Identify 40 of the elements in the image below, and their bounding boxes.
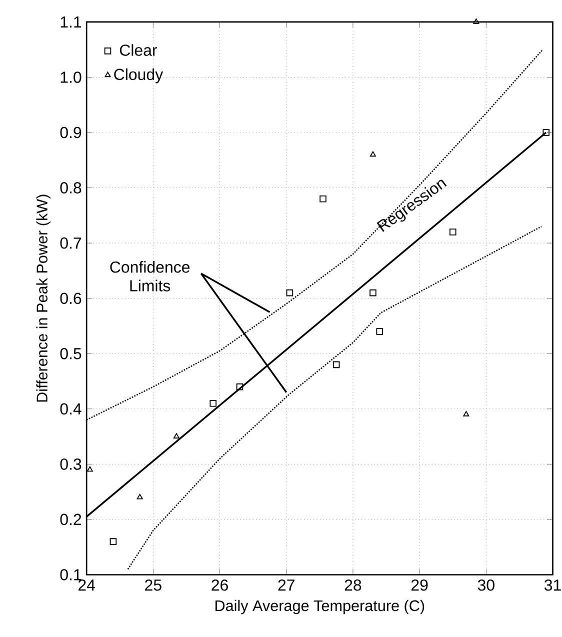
point (86, 466, 93, 472)
y-tick-label: 0.4 (60, 403, 82, 415)
legend-label: Cloudy (114, 68, 163, 84)
x-tick-label: 27 (278, 579, 294, 591)
y-tick-label: 1.1 (60, 16, 81, 28)
annotation: Confidence Limits (110, 261, 190, 292)
point (369, 289, 376, 296)
point (286, 289, 293, 296)
y-axis-title: Difference in Peak Power (kW) (36, 194, 50, 402)
y-tick-label: 1.0 (60, 72, 82, 83)
point (332, 361, 340, 368)
x-tick-label: 24 (78, 579, 95, 591)
x-tick-label: 30 (478, 579, 494, 591)
point (136, 494, 143, 500)
y-tick-label: 0.5 (60, 348, 81, 360)
x-tick-label: 31 (544, 579, 561, 591)
y-tick-label: 0.6 (60, 292, 81, 304)
x-tick-label: 29 (411, 579, 428, 591)
point (173, 433, 180, 438)
point (542, 129, 550, 136)
y-tick-label: 0.9 (60, 126, 81, 138)
y-tick-label: 0.1 (60, 569, 81, 580)
point (210, 400, 216, 407)
y-tick-label: 0.8 (60, 182, 81, 194)
point (110, 538, 116, 545)
point (236, 383, 243, 390)
y-tick-label: 0.2 (60, 514, 81, 526)
point (462, 411, 469, 416)
x-tick-label: 25 (144, 579, 162, 591)
y-tick-label: 0.3 (60, 458, 81, 470)
x-tick-label: 28 (344, 579, 361, 591)
legend-label: Clear (120, 44, 157, 56)
y-tick-label: 0.7 (60, 237, 81, 249)
point (319, 195, 326, 202)
point (370, 151, 376, 157)
x-axis-title: Daily Average Temperature (C) (215, 600, 424, 614)
point (449, 228, 456, 236)
x-tick-label: 26 (211, 579, 228, 591)
point (376, 328, 383, 335)
point (472, 18, 479, 24)
